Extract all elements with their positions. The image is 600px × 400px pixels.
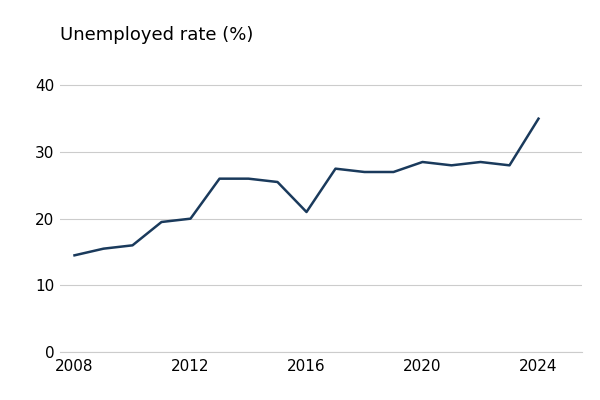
- Text: Unemployed rate (%): Unemployed rate (%): [60, 26, 253, 44]
